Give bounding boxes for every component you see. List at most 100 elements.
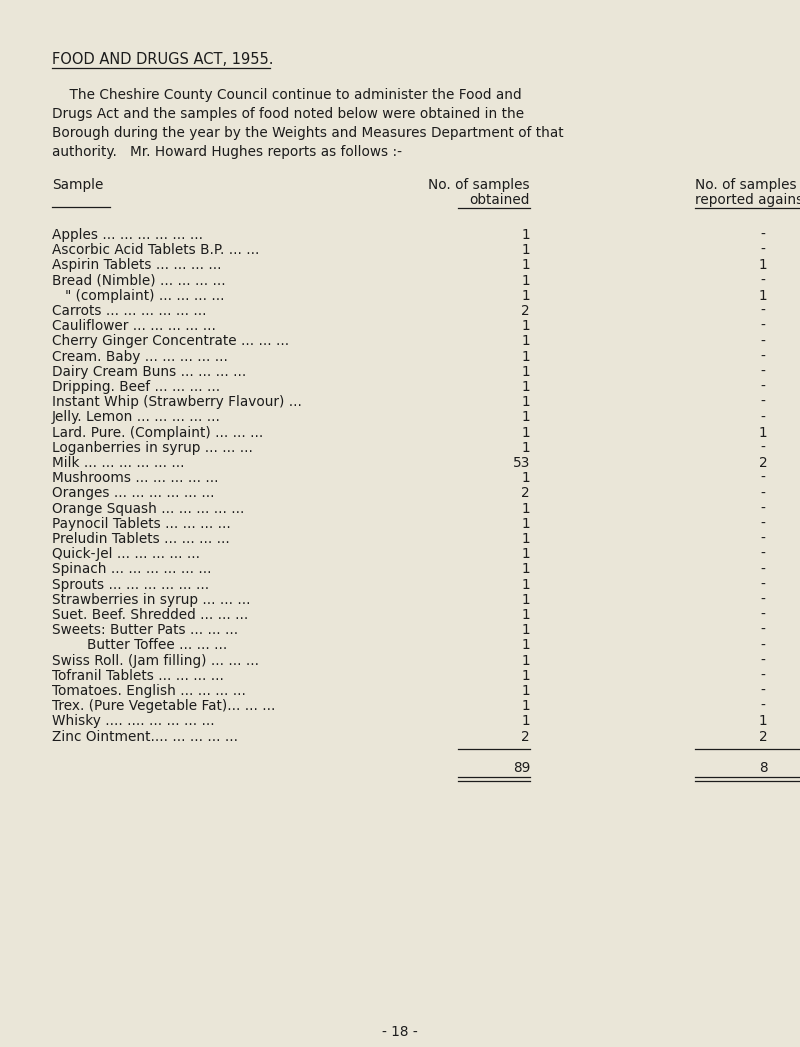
Text: 1: 1 [522,380,530,394]
Text: Whisky .... .... ... ... ... ...: Whisky .... .... ... ... ... ... [52,714,214,729]
Text: Spinach ... ... ... ... ... ...: Spinach ... ... ... ... ... ... [52,562,211,577]
Text: 2: 2 [758,730,767,743]
Text: 1: 1 [522,699,530,713]
Text: -: - [761,319,766,333]
Text: Butter Toffee ... ... ...: Butter Toffee ... ... ... [52,639,227,652]
Text: -: - [761,350,766,363]
Text: -: - [761,653,766,668]
Text: 1: 1 [522,364,530,379]
Text: 1: 1 [522,273,530,288]
Text: -: - [761,608,766,622]
Text: -: - [761,548,766,561]
Text: -: - [761,410,766,424]
Text: 1: 1 [758,289,767,303]
Text: 1: 1 [758,425,767,440]
Text: 1: 1 [522,517,530,531]
Text: Carrots ... ... ... ... ... ...: Carrots ... ... ... ... ... ... [52,304,206,318]
Text: Drugs Act and the samples of food noted below were obtained in the: Drugs Act and the samples of food noted … [52,107,524,121]
Text: -: - [761,562,766,577]
Text: Tomatoes. English ... ... ... ...: Tomatoes. English ... ... ... ... [52,684,246,698]
Text: Milk ... ... ... ... ... ...: Milk ... ... ... ... ... ... [52,456,185,470]
Text: 2: 2 [758,456,767,470]
Text: 1: 1 [522,289,530,303]
Text: Orange Squash ... ... ... ... ...: Orange Squash ... ... ... ... ... [52,502,244,515]
Text: Sample: Sample [52,178,103,192]
Text: Trex. (Pure Vegetable Fat)... ... ...: Trex. (Pure Vegetable Fat)... ... ... [52,699,275,713]
Text: " (complaint) ... ... ... ...: " (complaint) ... ... ... ... [52,289,225,303]
Text: -: - [761,593,766,607]
Text: Ascorbic Acid Tablets B.P. ... ...: Ascorbic Acid Tablets B.P. ... ... [52,243,259,258]
Text: Mushrooms ... ... ... ... ...: Mushrooms ... ... ... ... ... [52,471,218,485]
Text: No. of samples: No. of samples [428,178,530,192]
Text: Preludin Tablets ... ... ... ...: Preludin Tablets ... ... ... ... [52,532,230,545]
Text: -: - [761,395,766,409]
Text: -: - [761,471,766,485]
Text: Aspirin Tablets ... ... ... ...: Aspirin Tablets ... ... ... ... [52,259,222,272]
Text: 1: 1 [522,623,530,638]
Text: Instant Whip (Strawberry Flavour) ...: Instant Whip (Strawberry Flavour) ... [52,395,302,409]
Text: Quick-Jel ... ... ... ... ...: Quick-Jel ... ... ... ... ... [52,548,200,561]
Text: Loganberries in syrup ... ... ...: Loganberries in syrup ... ... ... [52,441,253,454]
Text: 1: 1 [522,502,530,515]
Text: obtained: obtained [470,193,530,207]
Text: 1: 1 [522,228,530,242]
Text: -: - [761,273,766,288]
Text: Suet. Beef. Shredded ... ... ...: Suet. Beef. Shredded ... ... ... [52,608,248,622]
Text: 1: 1 [522,319,530,333]
Text: -: - [761,364,766,379]
Text: 89: 89 [513,761,530,775]
Text: reported against: reported against [695,193,800,207]
Text: 1: 1 [522,653,530,668]
Text: -: - [761,334,766,349]
Text: 1: 1 [522,714,530,729]
Text: Jelly. Lemon ... ... ... ... ...: Jelly. Lemon ... ... ... ... ... [52,410,221,424]
Text: -: - [761,578,766,592]
Text: -: - [761,380,766,394]
Text: 1: 1 [522,471,530,485]
Text: -: - [761,228,766,242]
Text: -: - [761,639,766,652]
Text: Cherry Ginger Concentrate ... ... ...: Cherry Ginger Concentrate ... ... ... [52,334,289,349]
Text: Lard. Pure. (Complaint) ... ... ...: Lard. Pure. (Complaint) ... ... ... [52,425,263,440]
Text: 1: 1 [522,669,530,683]
Text: 1: 1 [522,259,530,272]
Text: -: - [761,699,766,713]
Text: -: - [761,669,766,683]
Text: Swiss Roll. (Jam filling) ... ... ...: Swiss Roll. (Jam filling) ... ... ... [52,653,259,668]
Text: 1: 1 [522,441,530,454]
Text: 1: 1 [522,410,530,424]
Text: Paynocil Tablets ... ... ... ...: Paynocil Tablets ... ... ... ... [52,517,230,531]
Text: No. of samples: No. of samples [695,178,797,192]
Text: 1: 1 [522,532,530,545]
Text: 1: 1 [522,334,530,349]
Text: 1: 1 [522,548,530,561]
Text: 1: 1 [758,714,767,729]
Text: FOOD AND DRUGS ACT, 1955.: FOOD AND DRUGS ACT, 1955. [52,52,274,67]
Text: 53: 53 [513,456,530,470]
Text: 1: 1 [758,259,767,272]
Text: 1: 1 [522,350,530,363]
Text: Dairy Cream Buns ... ... ... ...: Dairy Cream Buns ... ... ... ... [52,364,246,379]
Text: Cauliflower ... ... ... ... ...: Cauliflower ... ... ... ... ... [52,319,216,333]
Text: 8: 8 [758,761,767,775]
Text: The Cheshire County Council continue to administer the Food and: The Cheshire County Council continue to … [52,88,522,102]
Text: Dripping. Beef ... ... ... ...: Dripping. Beef ... ... ... ... [52,380,220,394]
Text: Tofranil Tablets ... ... ... ...: Tofranil Tablets ... ... ... ... [52,669,224,683]
Text: Sprouts ... ... ... ... ... ...: Sprouts ... ... ... ... ... ... [52,578,209,592]
Text: Bread (Nimble) ... ... ... ...: Bread (Nimble) ... ... ... ... [52,273,226,288]
Text: 1: 1 [522,425,530,440]
Text: Zinc Ointment.... ... ... ... ...: Zinc Ointment.... ... ... ... ... [52,730,238,743]
Text: -: - [761,532,766,545]
Text: 1: 1 [522,639,530,652]
Text: -: - [761,304,766,318]
Text: -: - [761,441,766,454]
Text: -: - [761,502,766,515]
Text: 2: 2 [522,487,530,500]
Text: 2: 2 [522,730,530,743]
Text: Strawberries in syrup ... ... ...: Strawberries in syrup ... ... ... [52,593,250,607]
Text: Oranges ... ... ... ... ... ...: Oranges ... ... ... ... ... ... [52,487,214,500]
Text: 1: 1 [522,562,530,577]
Text: 1: 1 [522,395,530,409]
Text: -: - [761,623,766,638]
Text: -: - [761,487,766,500]
